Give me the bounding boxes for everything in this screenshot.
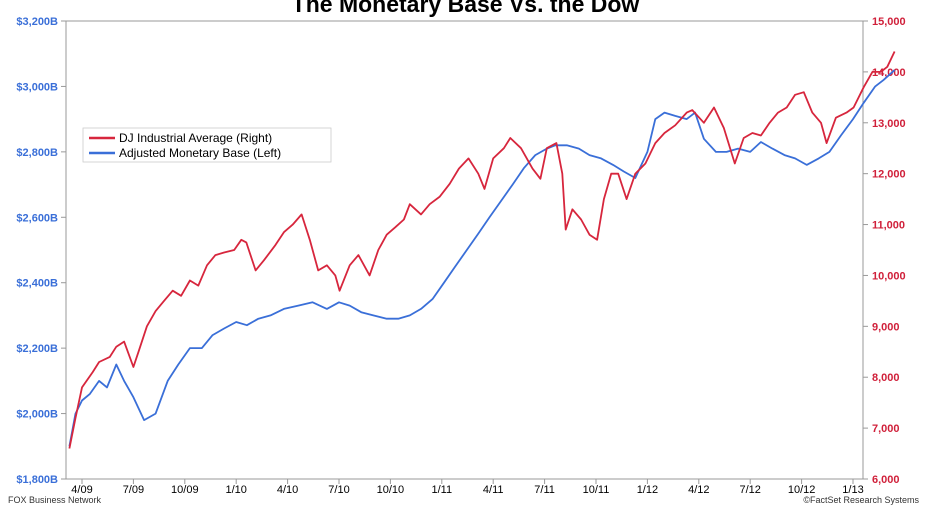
series-line-dow [68,51,896,449]
y-right-axis: 6,000 7,000 8,000 9,000 10,000 11,000 12,000 13… [863,16,906,486]
x-tick-label: 4/11 [483,484,504,496]
x-tick-label: 4/12 [688,484,709,496]
y-right-tick-label: 6,000 [872,474,900,486]
y-right-tick-label: 12,000 [872,169,906,181]
y-left-tick-label: $2,000B [16,409,58,421]
y-right-tick-label: 8,000 [872,372,900,384]
y-right-tick-label: 13,000 [872,118,906,130]
plot-area-border [65,20,864,480]
chart-title: The Monetary Base Vs. the Dow [291,0,640,17]
x-tick-label: 7/09 [123,484,144,496]
legend-label-dow: DJ Industrial Average (Right) [119,131,272,145]
y-left-tick-label: $2,400B [16,278,58,290]
x-tick-label: 7/11 [534,484,555,496]
x-tick-label: 1/12 [637,484,658,496]
y-left-tick-label: $1,800B [16,474,58,486]
legend-box [82,127,332,163]
y-left-tick-label: $3,200B [16,16,58,28]
y-left-tick-label: $3,000B [16,81,58,93]
x-tick-label: 7/12 [739,484,760,496]
legend-label-monetary-base: Adjusted Monetary Base (Left) [119,146,281,160]
y-right-tick-label: 7,000 [872,423,900,435]
y-right-tick-label: 15,000 [872,16,906,28]
x-tick-label: 10/12 [788,484,816,496]
x-tick-label: 1/13 [842,484,863,496]
source-right: ©FactSet Research Systems [803,495,919,505]
x-tick-label: 4/09 [71,484,92,496]
x-tick-label: 1/11 [432,484,453,496]
x-axis: 4/09 7/09 10/09 1/10 4/10 7/10 10/10 1/11 4/11 7/… [71,479,864,496]
y-left-tick-label: $2,600B [16,212,58,224]
y-right-tick-label: 9,000 [872,321,900,333]
source-left: FOX Business Network [8,495,102,505]
y-right-tick-label: 10,000 [872,270,906,282]
y-left-tick-label: $2,200B [16,343,58,355]
y-right-tick-label: 14,000 [872,67,906,79]
x-tick-label: 10/11 [583,484,610,496]
x-tick-label: 4/10 [277,484,298,496]
series-layer [68,51,896,449]
x-tick-label: 1/10 [225,484,246,496]
legend: DJ Industrial Average (Right) Adjusted M… [82,127,332,163]
x-tick-label: 10/09 [171,484,199,496]
x-tick-label: 7/10 [328,484,349,496]
x-tick-label: 10/10 [377,484,405,496]
y-left-axis: $1,800B $2,000B $2,200B $2,400B $2,600B $2,80… [16,16,66,486]
series-line-monetary-base [68,69,896,447]
y-right-tick-label: 11,000 [872,220,905,232]
y-left-tick-label: $2,800B [16,147,58,159]
